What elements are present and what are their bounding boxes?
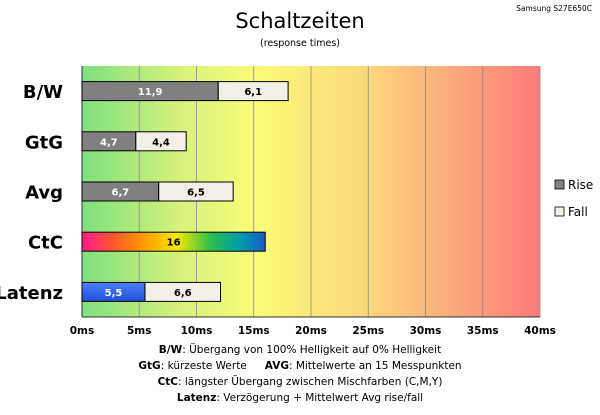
bar-value-label: 6,5 [187,188,205,199]
legend: Rise Fall [554,178,593,219]
bar-fall [158,181,234,202]
x-tick-label: 20ms [295,325,327,337]
category-label: Avg [25,183,63,204]
bars [81,81,289,302]
chart-title: Schaltzeiten [235,9,364,33]
note-ctc: CtC: längster Übergang zwischen Mischfar… [157,376,443,388]
x-tick-label: 40ms [524,325,556,337]
footnotes: B/W: Übergang von 100% Helligkeit auf 0%… [0,342,600,406]
bar-value-label: 4,7 [100,137,118,148]
x-tick-label: 15ms [238,325,270,337]
bar-fall [135,131,187,152]
note-gtg-avg: GtG: kürzeste Werte AVG: Mittelwerte an 1… [138,360,462,372]
x-tick-label: 10ms [181,325,213,337]
category-label: B/W [23,82,63,103]
legend-label-rise: Rise [568,178,593,192]
bar-value-label: 6,1 [244,87,262,98]
legend-swatch-fall [554,206,565,217]
bar-value-label: 5,5 [105,288,123,299]
x-tick-label: 5ms [127,325,152,337]
legend-swatch-rise [554,179,565,190]
legend-label-fall: Fall [568,205,588,219]
bar-value-label: 11,9 [138,87,163,98]
bar-fall [217,81,289,102]
bar-value-label: 16 [167,238,181,249]
bar-labels: 11,9 6,1 4,7 4,4 6,7 6,5 16 5,5 6,6 [100,87,262,299]
category-label: Latenz [0,283,63,304]
bar-fall [144,281,222,302]
chart-area: Schaltzeiten (response times) Samsung S2… [0,4,593,337]
note-bw: B/W: Übergang von 100% Helligkeit auf 0%… [158,344,442,356]
category-label: CtC [28,233,63,254]
category-labels: B/W GtG Avg CtC Latenz [0,82,63,304]
x-tick-labels: 0ms 5ms 10ms 15ms 20ms 25ms 30ms 35ms 40ms [70,325,556,337]
x-tick-label: 25ms [352,325,384,337]
bar-value-label: 6,6 [174,288,192,299]
category-label: GtG [25,132,63,153]
chart-subtitle: (response times) [260,38,340,49]
x-tick-label: 0ms [70,325,95,337]
bar-value-label: 4,4 [152,137,170,148]
source-label: Samsung S27E650C [516,4,592,13]
x-tick-label: 30ms [410,325,442,337]
bar-ctc [81,231,266,252]
note-latenz: Latenz: Verzögerung + Mittelwert Avg ris… [176,392,424,404]
bar-value-label: 6,7 [111,188,129,199]
x-tick-label: 35ms [467,325,499,337]
